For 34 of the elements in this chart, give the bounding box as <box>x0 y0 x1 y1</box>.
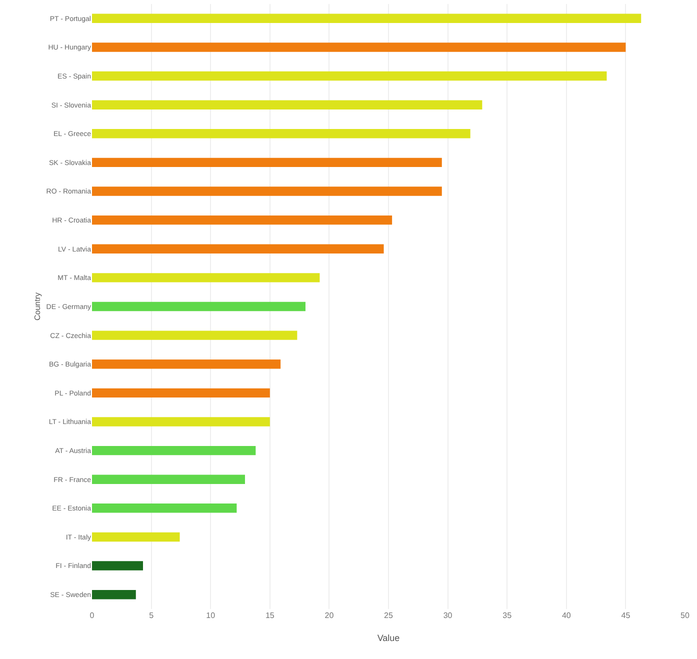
bar <box>92 417 270 426</box>
x-tick-label: 30 <box>443 611 453 620</box>
bar <box>92 474 245 484</box>
x-tick-label: 5 <box>149 611 154 620</box>
y-axis-title: Country <box>32 292 42 321</box>
x-tick-label: 20 <box>324 611 334 620</box>
bar <box>92 446 256 456</box>
bar <box>92 186 442 196</box>
bar <box>92 561 143 570</box>
bar <box>92 129 470 138</box>
bar <box>92 71 607 81</box>
bar <box>92 14 642 24</box>
x-tick-label: 40 <box>562 611 572 620</box>
bar <box>92 330 298 340</box>
x-tick-label: 15 <box>265 611 275 620</box>
bar <box>92 42 626 52</box>
x-tick-label: 10 <box>206 611 216 620</box>
bar <box>92 504 237 513</box>
x-tick-label: 25 <box>384 611 394 620</box>
x-tick-label: 50 <box>680 611 690 620</box>
x-axis-title: Value <box>377 632 400 643</box>
bar <box>92 100 482 110</box>
x-tick-label: 0 <box>90 611 95 620</box>
bar <box>92 215 392 225</box>
bar <box>92 273 320 282</box>
bar <box>92 388 270 398</box>
bar <box>92 590 136 600</box>
bar <box>92 302 306 312</box>
bar <box>92 360 281 369</box>
x-tick-label: 45 <box>621 611 631 620</box>
bar <box>92 158 442 168</box>
bar <box>92 244 384 254</box>
x-tick-label: 35 <box>502 611 512 620</box>
bar <box>92 532 180 542</box>
